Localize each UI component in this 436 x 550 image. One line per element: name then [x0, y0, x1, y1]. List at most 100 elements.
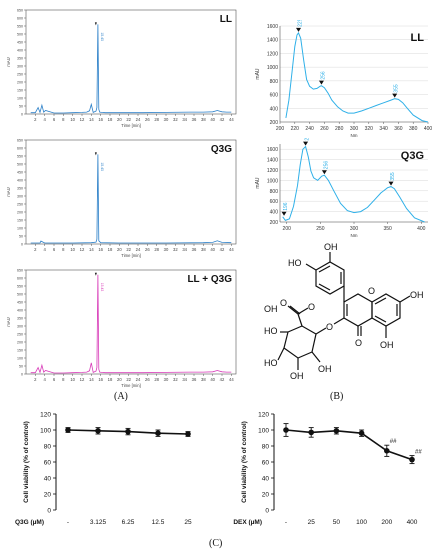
peak-marker [94, 152, 97, 156]
y-tick-label: 150 [17, 349, 23, 353]
y-tick-label: 1400 [267, 158, 278, 164]
y-tick-label: 600 [17, 147, 23, 151]
x-tick-label: 44 [229, 377, 234, 382]
y-tick-label: 1200 [267, 51, 278, 57]
y-tick-label: 200 [270, 220, 279, 226]
x-axis-title: Nm [351, 133, 358, 138]
x-category-label: 12.5 [152, 519, 165, 526]
x-tick-label: 42 [220, 247, 225, 252]
x-tick-label: 220 [291, 126, 300, 132]
x-tick-label: 320 [365, 126, 374, 132]
x-tick-label: 22 [126, 247, 131, 252]
x-tick-label: 30 [164, 247, 169, 252]
peak-marker [94, 272, 97, 276]
y-tick-label: 400 [270, 106, 279, 112]
peak-marker [392, 93, 398, 98]
structure-label: OH [410, 290, 424, 300]
y-tick-label: 50 [19, 235, 23, 239]
structure-label: O [368, 286, 375, 296]
chromatogram-trace [30, 24, 232, 114]
uv-spectrum-q3g: 200 400 600 800 1000 1200 1400 1600 200 250 300 350… [255, 138, 428, 238]
y-tick-label: 20 [262, 492, 270, 499]
plot-frame [25, 9, 237, 115]
peak-label: 196 [283, 202, 289, 211]
structure-label: HO [264, 326, 278, 336]
peak-label: 355 [390, 172, 396, 181]
x-category-label: 50 [333, 519, 341, 526]
x-tick-label: 20 [117, 117, 122, 122]
x-tick-label: 400 [417, 226, 426, 232]
y-tick-label: 1000 [267, 65, 278, 71]
x-tick-label: 14 [89, 377, 94, 382]
x-tick-label: 6 [53, 247, 56, 252]
x-tick-label: 36 [192, 247, 197, 252]
peak-marker [303, 141, 309, 146]
peak-label: 15.43 [100, 283, 104, 292]
x-tick-label: 20 [117, 247, 122, 252]
x-tick-label: 14 [89, 117, 94, 122]
y-tick-label: 60 [262, 460, 270, 467]
y-tick-label: 400 [17, 179, 23, 183]
peak-label: 256 [323, 161, 329, 170]
x-axis-title: Nm [351, 233, 358, 238]
y-axis-title: mAU [6, 317, 11, 326]
y-tick-label: 650 [17, 269, 23, 273]
x-tick-label: 24 [136, 377, 141, 382]
y-tick-label: 120 [258, 412, 269, 419]
data-point [185, 431, 191, 437]
x-tick-label: 34 [182, 117, 187, 122]
chart-title: LL + Q3G [187, 274, 232, 285]
x-tick-label: 280 [335, 126, 344, 132]
x-tick-label: 26 [145, 377, 150, 382]
y-tick-label: 650 [17, 9, 23, 13]
hplc-chromatogram-q3g: 0 50 100 150 200 250 300 350 400 450 500 550 600 650 2… [6, 139, 237, 258]
x-tick-label: 34 [182, 247, 187, 252]
peak-label: 225 [298, 20, 304, 27]
y-tick-label: 200 [17, 211, 23, 215]
x-axis-title: Time [min] [121, 123, 140, 128]
peak-marker [318, 80, 324, 85]
x-tick-label: 38 [201, 247, 206, 252]
x-tick-label: 6 [53, 377, 56, 382]
x-category-label: 3.125 [90, 519, 107, 526]
data-point [358, 430, 365, 436]
x-tick-label: 18 [108, 377, 113, 382]
panel-label-b: (B) [330, 391, 344, 402]
x-tick-label: 300 [350, 226, 359, 232]
y-tick-label: 300 [17, 195, 23, 199]
x-tick-label: 380 [409, 126, 418, 132]
y-tick-label: 550 [17, 155, 23, 159]
spectrum-trace [285, 31, 429, 123]
viability-line [285, 429, 413, 461]
x-tick-label: 16 [98, 377, 103, 382]
significance-mark: ## [390, 439, 397, 445]
y-tick-label: 120 [40, 412, 51, 419]
y-tick-label: 400 [17, 49, 23, 53]
x-tick-label: 350 [383, 226, 392, 232]
chromatogram-trace [30, 274, 232, 374]
y-tick-label: 400 [17, 309, 23, 313]
x-tick-label: 30 [164, 377, 169, 382]
cell-viability-dex: 0 20 40 60 80 100 120 Cell viability (% of cont… [233, 412, 422, 527]
data-point [95, 428, 101, 434]
chart-title: Q3G [401, 150, 424, 162]
y-tick-label: 100 [40, 428, 51, 435]
y-tick-label: 550 [17, 25, 23, 29]
y-tick-label: 600 [17, 277, 23, 281]
y-tick-label: 300 [17, 65, 23, 69]
y-tick-label: 450 [17, 41, 23, 45]
x-tick-label: 12 [80, 377, 85, 382]
x-tick-label: 10 [70, 377, 75, 382]
y-axis-title: mAU [255, 68, 261, 80]
x-tick-label: 2 [34, 377, 37, 382]
structure-label: OH [380, 340, 394, 350]
structure-label: O [280, 298, 287, 308]
y-tick-label: 100 [17, 227, 23, 231]
y-tick-label: 500 [17, 163, 23, 167]
x-tick-label: 36 [192, 377, 197, 382]
x-tick-label: 40 [210, 117, 215, 122]
y-tick-label: 20 [44, 492, 52, 499]
y-tick-label: 250 [17, 333, 23, 337]
x-tick-label: 340 [379, 126, 388, 132]
y-tick-label: 600 [270, 199, 279, 205]
